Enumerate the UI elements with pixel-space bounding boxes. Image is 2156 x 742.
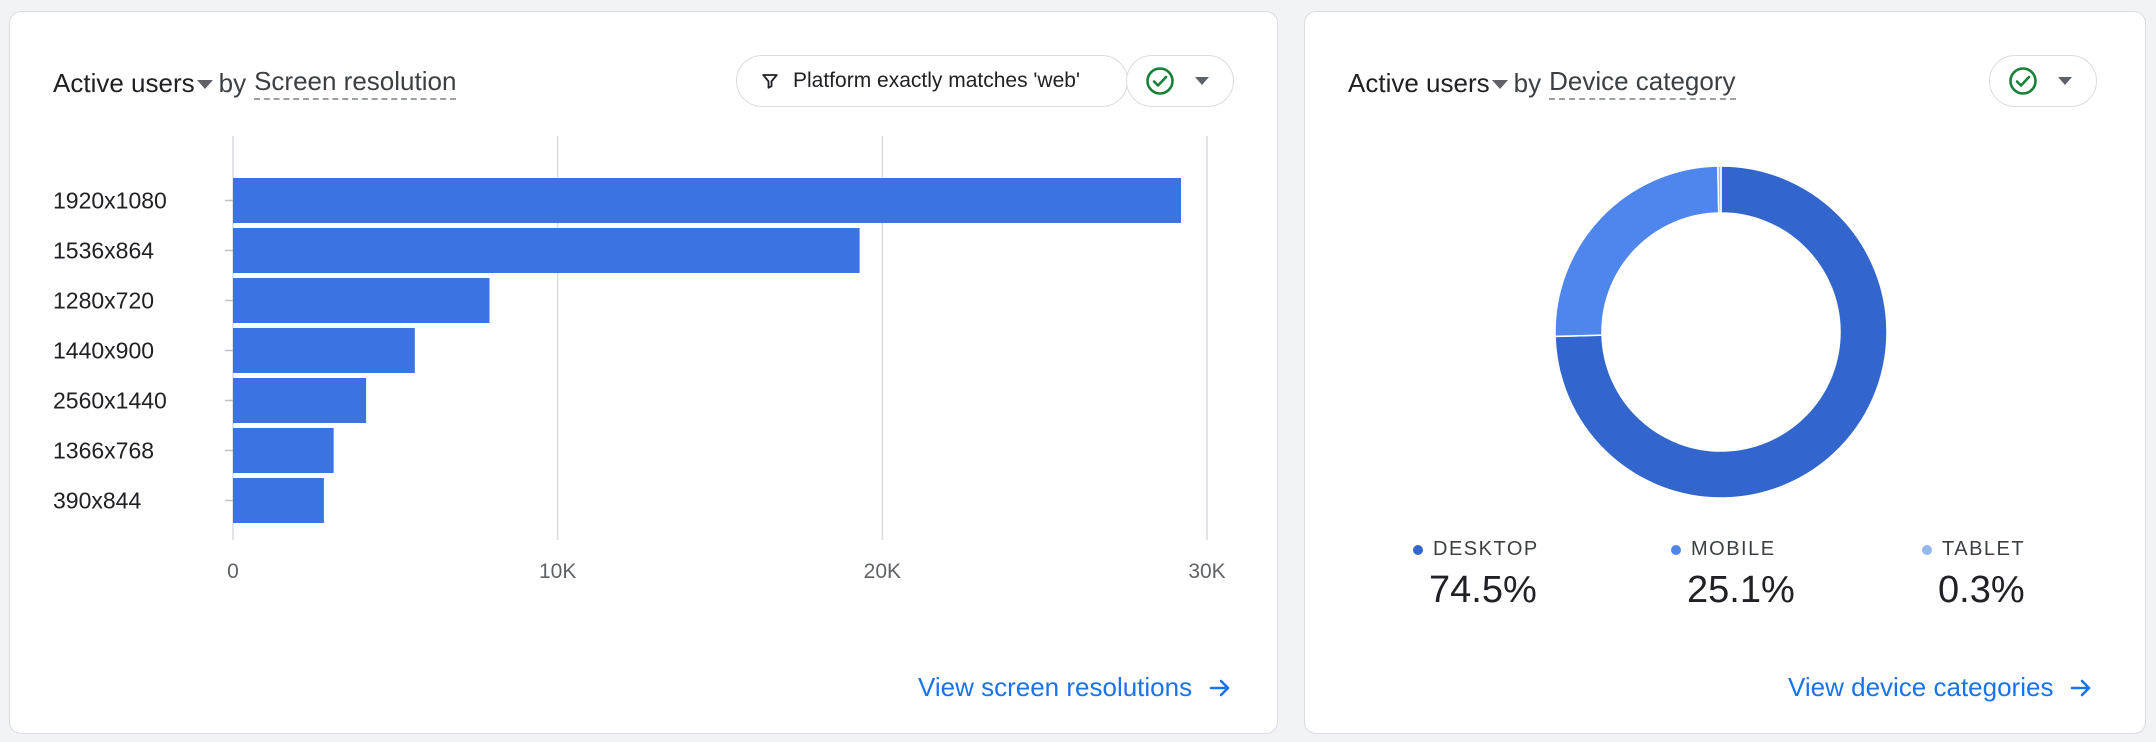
bar[interactable] [233,178,1182,223]
legend-label: MOBILE [1691,538,1776,560]
comparison-chip[interactable] [1126,55,1234,107]
metric-selector[interactable]: Active users [53,67,195,98]
arrow-right-icon [2071,679,2091,696]
bar[interactable] [233,378,367,423]
metric-dropdown-caret-icon[interactable] [196,79,213,89]
bar[interactable] [233,328,415,373]
bar[interactable] [233,278,490,323]
card-title: Active users by Screen resolution [53,66,457,100]
filter-icon [762,74,778,89]
view-screen-resolutions-link[interactable]: View screen resolutions [918,672,1232,703]
legend-dot [1922,544,1932,555]
x-tick-label: 20K [864,560,901,583]
dimension-selector[interactable]: Device category [1549,66,1736,100]
legend-value: 0.3% [1938,569,2025,611]
legend-label: DESKTOP [1433,538,1539,560]
category-label: 390x844 [53,488,141,514]
legend-value: 25.1% [1687,569,1795,611]
chevron-down-icon [2058,77,2072,85]
view-device-categories-link[interactable]: View device categories [1788,672,2093,703]
category-label: 1440x900 [53,338,154,364]
card-title: Active users by Device category [1348,66,1736,100]
legend-value: 74.5% [1429,569,1537,611]
dimension-selector[interactable]: Screen resolution [254,66,457,100]
by-label: by [218,67,247,98]
view-link-label: View device categories [1788,672,2054,702]
donut-slice-tablet[interactable] [1717,165,1722,214]
legend-dot [1671,544,1681,555]
legend-mobile: MOBILE 25.1% [1671,538,1795,612]
view-link-label: View screen resolutions [918,672,1193,702]
legend-label: TABLET [1942,538,2026,560]
donut-slice-desktop[interactable] [1554,165,1888,499]
bar[interactable] [233,228,860,273]
comparison-chip[interactable] [1989,55,2097,107]
legend-desktop: DESKTOP 74.5% [1413,538,1539,612]
category-label: 1536x864 [53,238,154,264]
x-tick-label: 10K [539,560,576,583]
arrow-right-icon [1209,679,1230,696]
screen-resolution-card: Active users by Screen resolution Platfo… [9,11,1278,734]
metric-dropdown-caret-icon[interactable] [1491,79,1508,89]
bar-chart: 0 10K 20K 30K 1920x1080 1536x864 1280x720 1440x… [53,136,1226,583]
category-label: 1280x720 [53,288,154,314]
metric-selector[interactable]: Active users [1348,67,1490,98]
chevron-down-icon [1195,77,1209,85]
filter-label: Platform exactly matches 'web' [793,69,1080,92]
check-circle-icon [2009,67,2037,95]
legend-tablet: TABLET 0.3% [1922,538,2025,612]
x-tick-label: 0 [227,560,239,583]
check-circle-icon [1146,67,1174,95]
filter-chip[interactable]: Platform exactly matches 'web' [736,55,1128,107]
x-tick-label: 30K [1188,560,1225,583]
donut-chart [1554,165,1888,499]
bar[interactable] [233,478,324,523]
legend-dot [1413,544,1423,555]
category-label: 2560x1440 [53,388,167,414]
bar[interactable] [233,428,334,473]
category-label: 1366x768 [53,438,154,464]
device-category-card: Active users by Device category DESKTOP … [1304,11,2146,734]
by-label: by [1513,67,1542,98]
category-label: 1920x1080 [53,188,167,214]
donut-slice-mobile[interactable] [1554,165,1720,338]
